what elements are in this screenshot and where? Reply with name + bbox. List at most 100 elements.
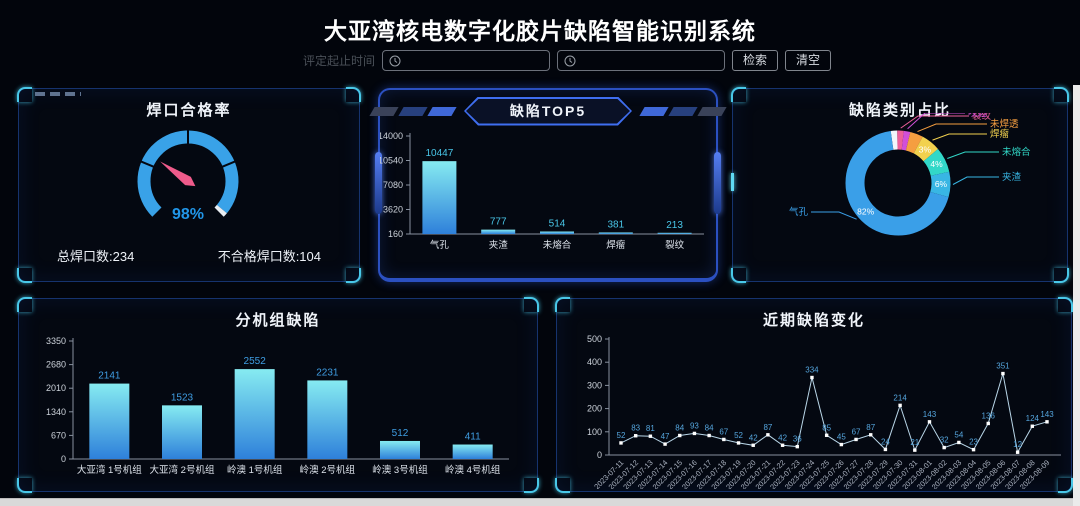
svg-text:52: 52 (617, 431, 626, 440)
side-capsule-decoration (714, 152, 721, 214)
svg-text:84: 84 (675, 424, 684, 433)
svg-text:87: 87 (763, 423, 772, 432)
corner-accent (17, 478, 32, 493)
svg-text:411: 411 (465, 432, 481, 443)
header-decoration-left (369, 106, 457, 116)
units-panel-title: 分机组缺陷 (235, 312, 321, 329)
svg-text:54: 54 (954, 430, 963, 439)
page-edge-bottom (0, 498, 1080, 506)
svg-text:98%: 98% (172, 206, 204, 223)
svg-text:2680: 2680 (46, 360, 66, 370)
svg-text:160: 160 (388, 229, 403, 239)
units-panel: 分机组缺陷 0 670 1340 2010 2680 3350 2141 大亚湾 1号机组 15… (17, 297, 539, 493)
svg-text:1340: 1340 (46, 407, 66, 417)
end-date-field[interactable] (581, 52, 719, 69)
corner-accent (555, 478, 570, 493)
units-chart: 0 670 1340 2010 2680 3350 2141 大亚湾 1号机组 1523 大亚湾 … (46, 336, 509, 476)
svg-text:4%: 4% (930, 159, 943, 169)
category-panel-title: 缺陷类别占比 (848, 102, 951, 119)
svg-text:未熔合: 未熔合 (543, 239, 572, 251)
svg-text:未熔合: 未熔合 (1002, 146, 1031, 158)
svg-text:214: 214 (893, 393, 907, 402)
corner-accent (731, 268, 746, 283)
top5-chart: 160 3620 7080 10540 14000 10447 气孔 777 夹渣 514 未熔合 3… (380, 131, 704, 251)
svg-text:岭澳 2号机组: 岭澳 2号机组 (300, 464, 356, 476)
search-button[interactable]: 检索 (732, 50, 779, 71)
svg-text:213: 213 (666, 220, 683, 231)
trend-panel-title: 近期缺陷变化 (762, 312, 865, 329)
corner-accent (555, 297, 570, 312)
svg-text:47: 47 (661, 432, 670, 441)
clock-icon (564, 55, 576, 66)
svg-text:334: 334 (805, 366, 819, 375)
corner-accent (524, 297, 539, 312)
svg-text:400: 400 (587, 357, 602, 367)
svg-text:14000: 14000 (380, 131, 403, 141)
svg-text:21: 21 (910, 438, 919, 447)
gauge-stats: 总焊口数:234 不合格焊口数:104 (57, 246, 321, 265)
corner-accent (731, 87, 746, 102)
svg-text:3620: 3620 (383, 205, 403, 215)
svg-text:381: 381 (607, 219, 624, 230)
side-capsule-decoration (375, 152, 382, 214)
svg-text:500: 500 (587, 334, 602, 344)
svg-text:777: 777 (490, 217, 507, 228)
svg-text:42: 42 (778, 433, 787, 442)
svg-text:87: 87 (866, 423, 875, 432)
svg-text:143: 143 (1040, 410, 1054, 419)
svg-text:12: 12 (1013, 440, 1022, 449)
corner-accent (1054, 268, 1069, 283)
svg-text:气孔: 气孔 (789, 206, 809, 218)
clear-button[interactable]: 清空 (785, 50, 832, 71)
dash-decoration (35, 92, 81, 96)
svg-text:512: 512 (392, 428, 409, 439)
svg-text:10447: 10447 (425, 148, 453, 159)
corner-accent (524, 478, 539, 493)
edge-tick-decoration (731, 173, 734, 191)
svg-text:7080: 7080 (383, 180, 403, 190)
svg-text:咬边: 咬边 (968, 113, 988, 119)
svg-text:143: 143 (923, 410, 937, 419)
svg-text:0: 0 (597, 450, 602, 460)
corner-accent (17, 297, 32, 312)
gauge-panel-title: 焊口合格率 (146, 102, 232, 119)
svg-text:夹渣: 夹渣 (489, 239, 509, 251)
svg-text:82%: 82% (857, 206, 874, 216)
svg-text:0: 0 (61, 454, 66, 464)
svg-text:52: 52 (734, 431, 743, 440)
svg-text:1523: 1523 (171, 392, 194, 403)
end-date-input[interactable] (557, 50, 726, 71)
corner-accent (1058, 478, 1073, 493)
filter-label: 评定起止时间 (303, 54, 376, 68)
svg-text:岭澳 3号机组: 岭澳 3号机组 (372, 464, 428, 476)
start-date-field[interactable] (406, 52, 544, 69)
svg-text:67: 67 (852, 427, 861, 436)
svg-text:83: 83 (631, 424, 640, 433)
trend-panel: 近期缺陷变化 0 100 200 300 400 500 52 2023-07-11 83 202… (555, 297, 1073, 493)
clock-icon (389, 55, 401, 66)
failed-welds-stat: 不合格焊口数:104 (217, 249, 321, 264)
page-title: 大亚湾核电数字化胶片缺陷智能识别系统 (324, 18, 756, 44)
gauge-chart: 98% (137, 128, 239, 223)
svg-text:岭澳 1号机组: 岭澳 1号机组 (227, 464, 283, 476)
svg-text:大亚湾 1号机组: 大亚湾 1号机组 (77, 464, 142, 476)
corner-accent (1058, 297, 1073, 312)
svg-text:裂纹: 裂纹 (665, 239, 685, 251)
svg-text:136: 136 (982, 411, 996, 420)
svg-text:3350: 3350 (46, 336, 66, 346)
svg-text:670: 670 (51, 430, 66, 440)
svg-text:32: 32 (940, 436, 949, 445)
start-date-input[interactable] (382, 50, 551, 71)
svg-text:3%: 3% (919, 144, 932, 154)
header-decoration-right (639, 106, 727, 116)
svg-text:大亚湾 2号机组: 大亚湾 2号机组 (150, 464, 215, 476)
page-edge-right[interactable] (1073, 85, 1080, 506)
svg-text:45: 45 (837, 433, 846, 442)
svg-text:84: 84 (705, 424, 714, 433)
svg-text:42: 42 (749, 433, 758, 442)
svg-text:焊瘤: 焊瘤 (990, 128, 1010, 140)
svg-text:67: 67 (719, 427, 728, 436)
svg-text:351: 351 (996, 362, 1010, 371)
